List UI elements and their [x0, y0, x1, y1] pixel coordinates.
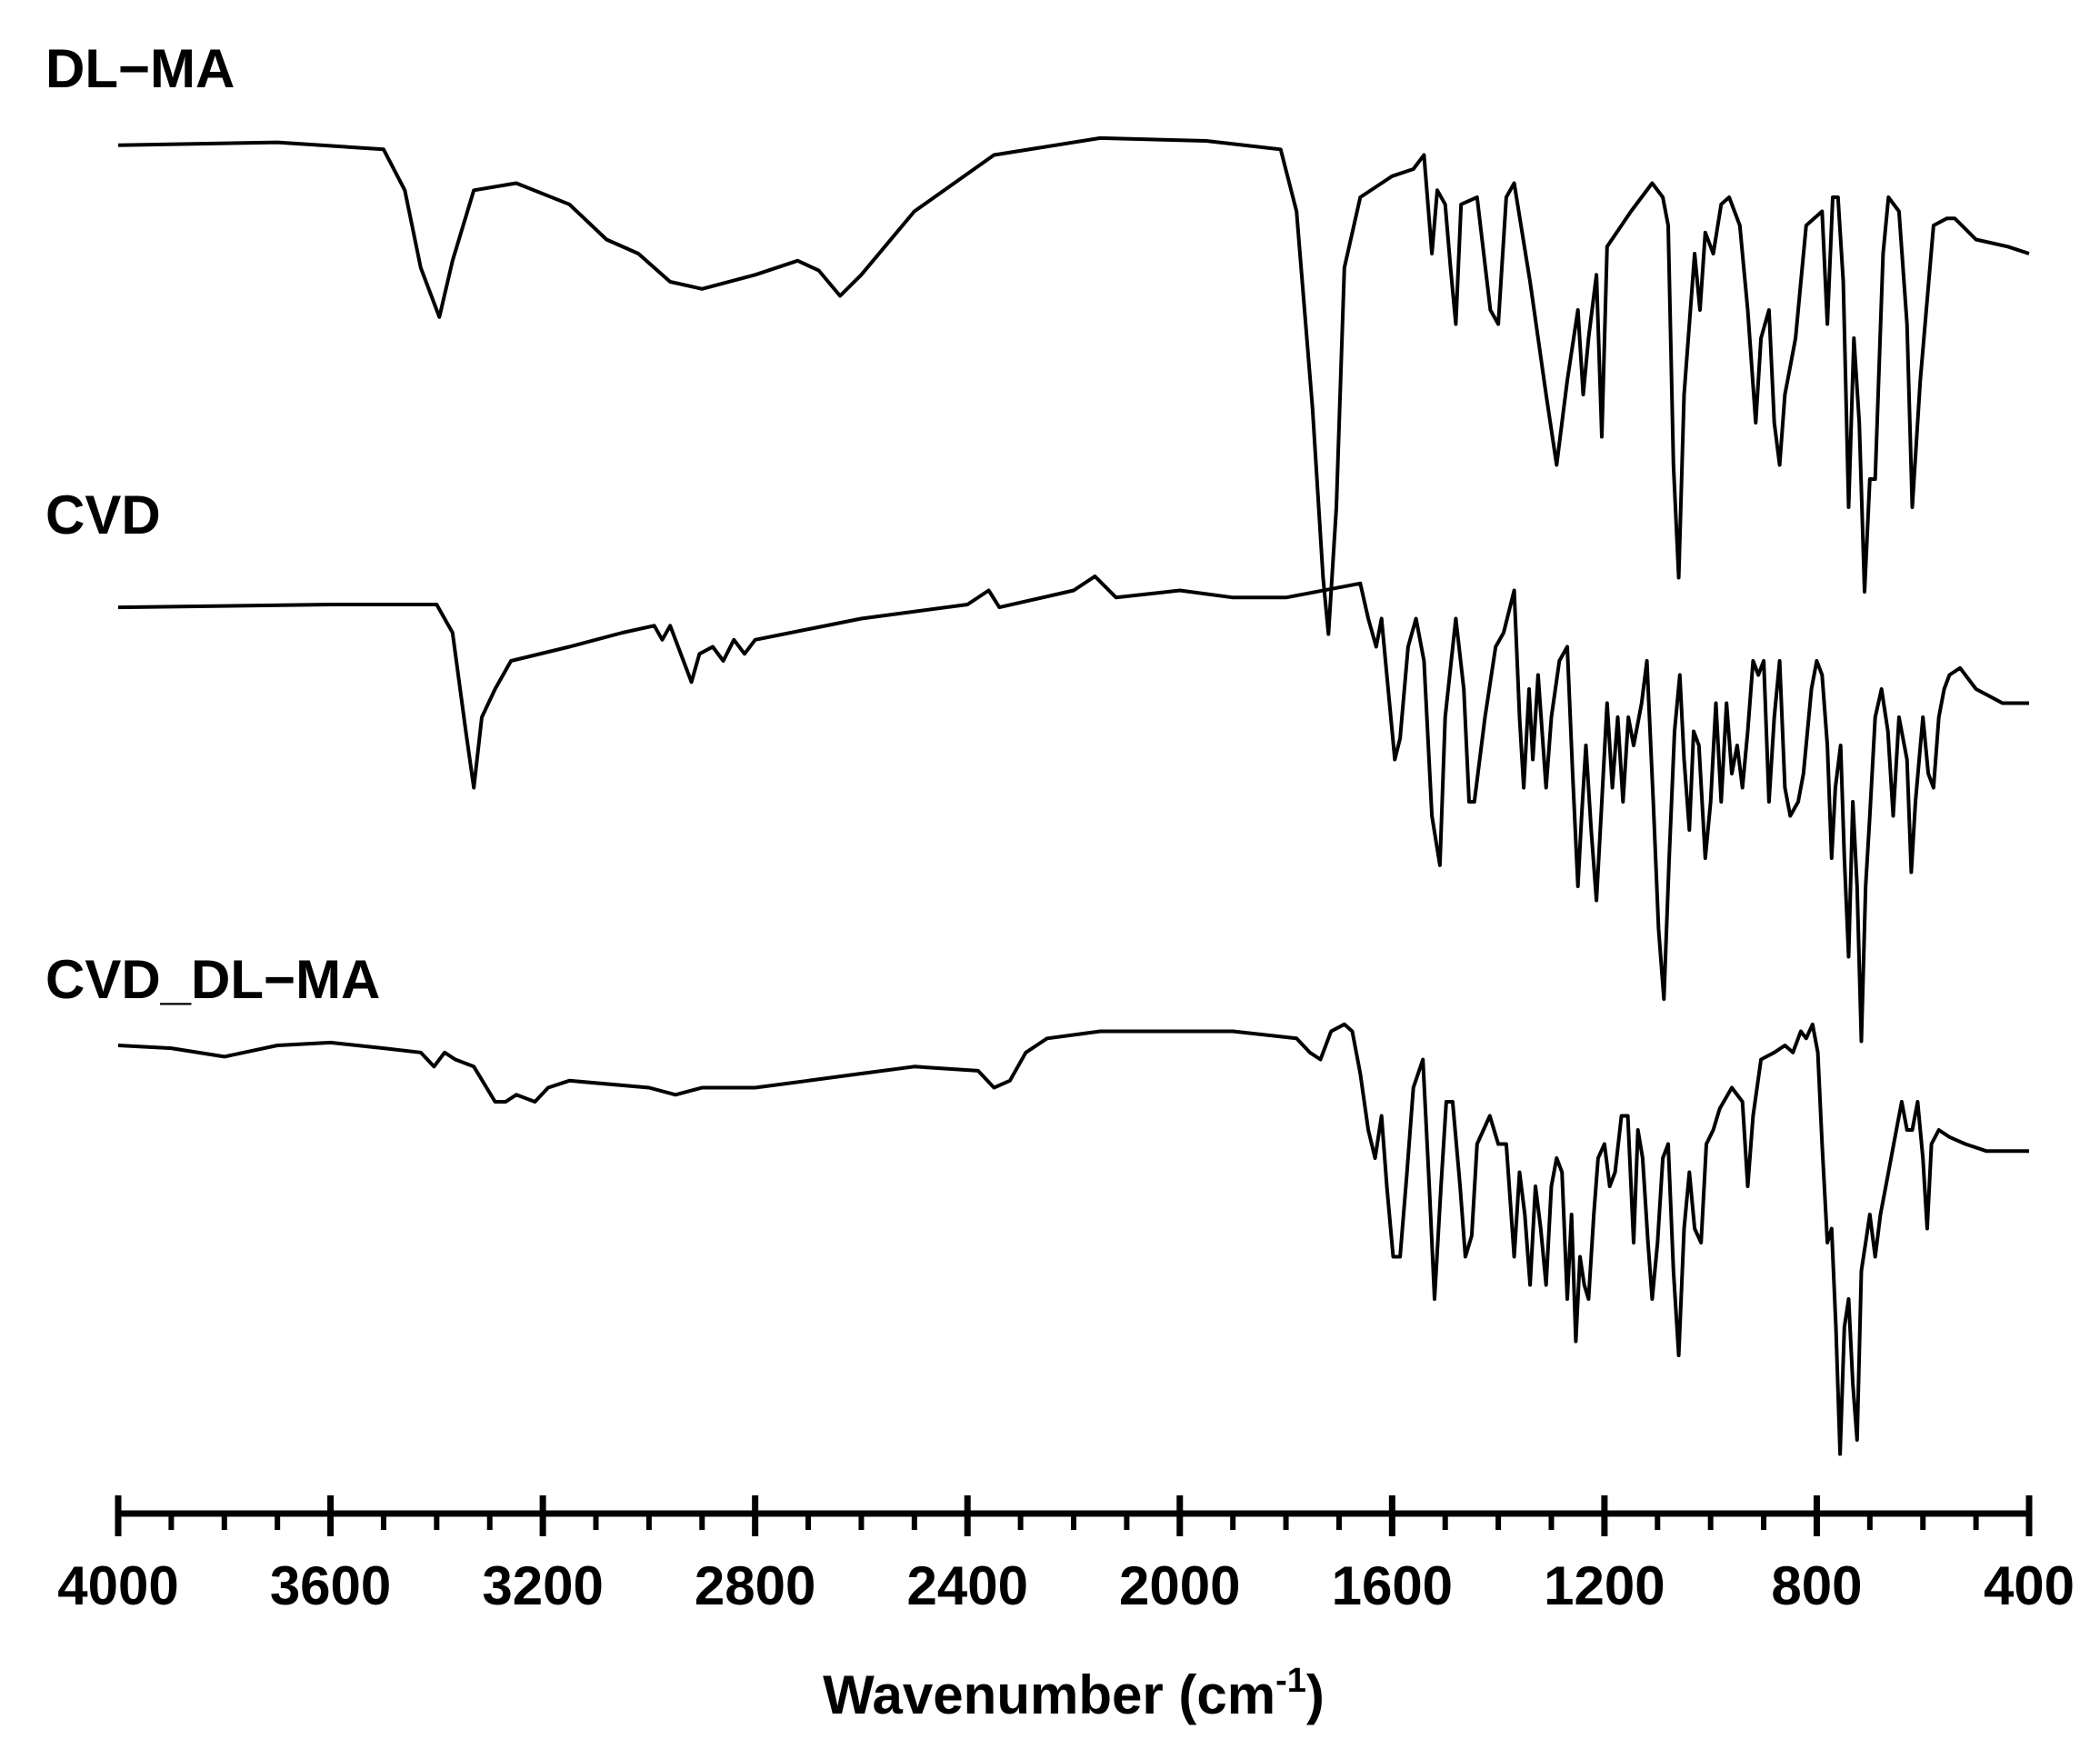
x-tick-label: 1600: [1332, 1555, 1453, 1616]
x-tick-label: 1200: [1544, 1555, 1665, 1616]
spectrum-line-1: [117, 135, 2030, 636]
x-axis-title-suffix: ): [1306, 1664, 1325, 1725]
x-tick-label: 3200: [482, 1555, 603, 1616]
x-axis-title: Wavenumber (cm-1): [823, 1662, 1325, 1725]
x-axis-title-main: Wavenumber (cm: [823, 1664, 1275, 1725]
series-label-2: CVD: [45, 485, 161, 545]
x-tick-label: 4000: [57, 1555, 178, 1616]
x-tick-label: 3600: [270, 1555, 391, 1616]
x-axis-title-superscript: -1: [1275, 1662, 1306, 1700]
series-layer: [117, 135, 2030, 1456]
series-label-layer: DL−MA CVD CVD_DL−MA: [45, 38, 380, 1010]
x-tick-label: 400: [1984, 1555, 2075, 1616]
series-label-1: DL−MA: [45, 38, 235, 99]
x-axis: 4000 3600 3200 2800 2400 2000 1600 1200 800 400: [57, 1495, 2075, 1616]
x-tick-label: 2000: [1119, 1555, 1240, 1616]
x-tick-label: 2400: [906, 1555, 1027, 1616]
series-label-3: CVD_DL−MA: [45, 949, 380, 1010]
x-tick-label: 800: [1771, 1555, 1862, 1616]
x-tick-label: 2800: [695, 1555, 815, 1616]
spectrum-line-3: [117, 1022, 2029, 1456]
spectrum-line-2: [117, 575, 2029, 1044]
